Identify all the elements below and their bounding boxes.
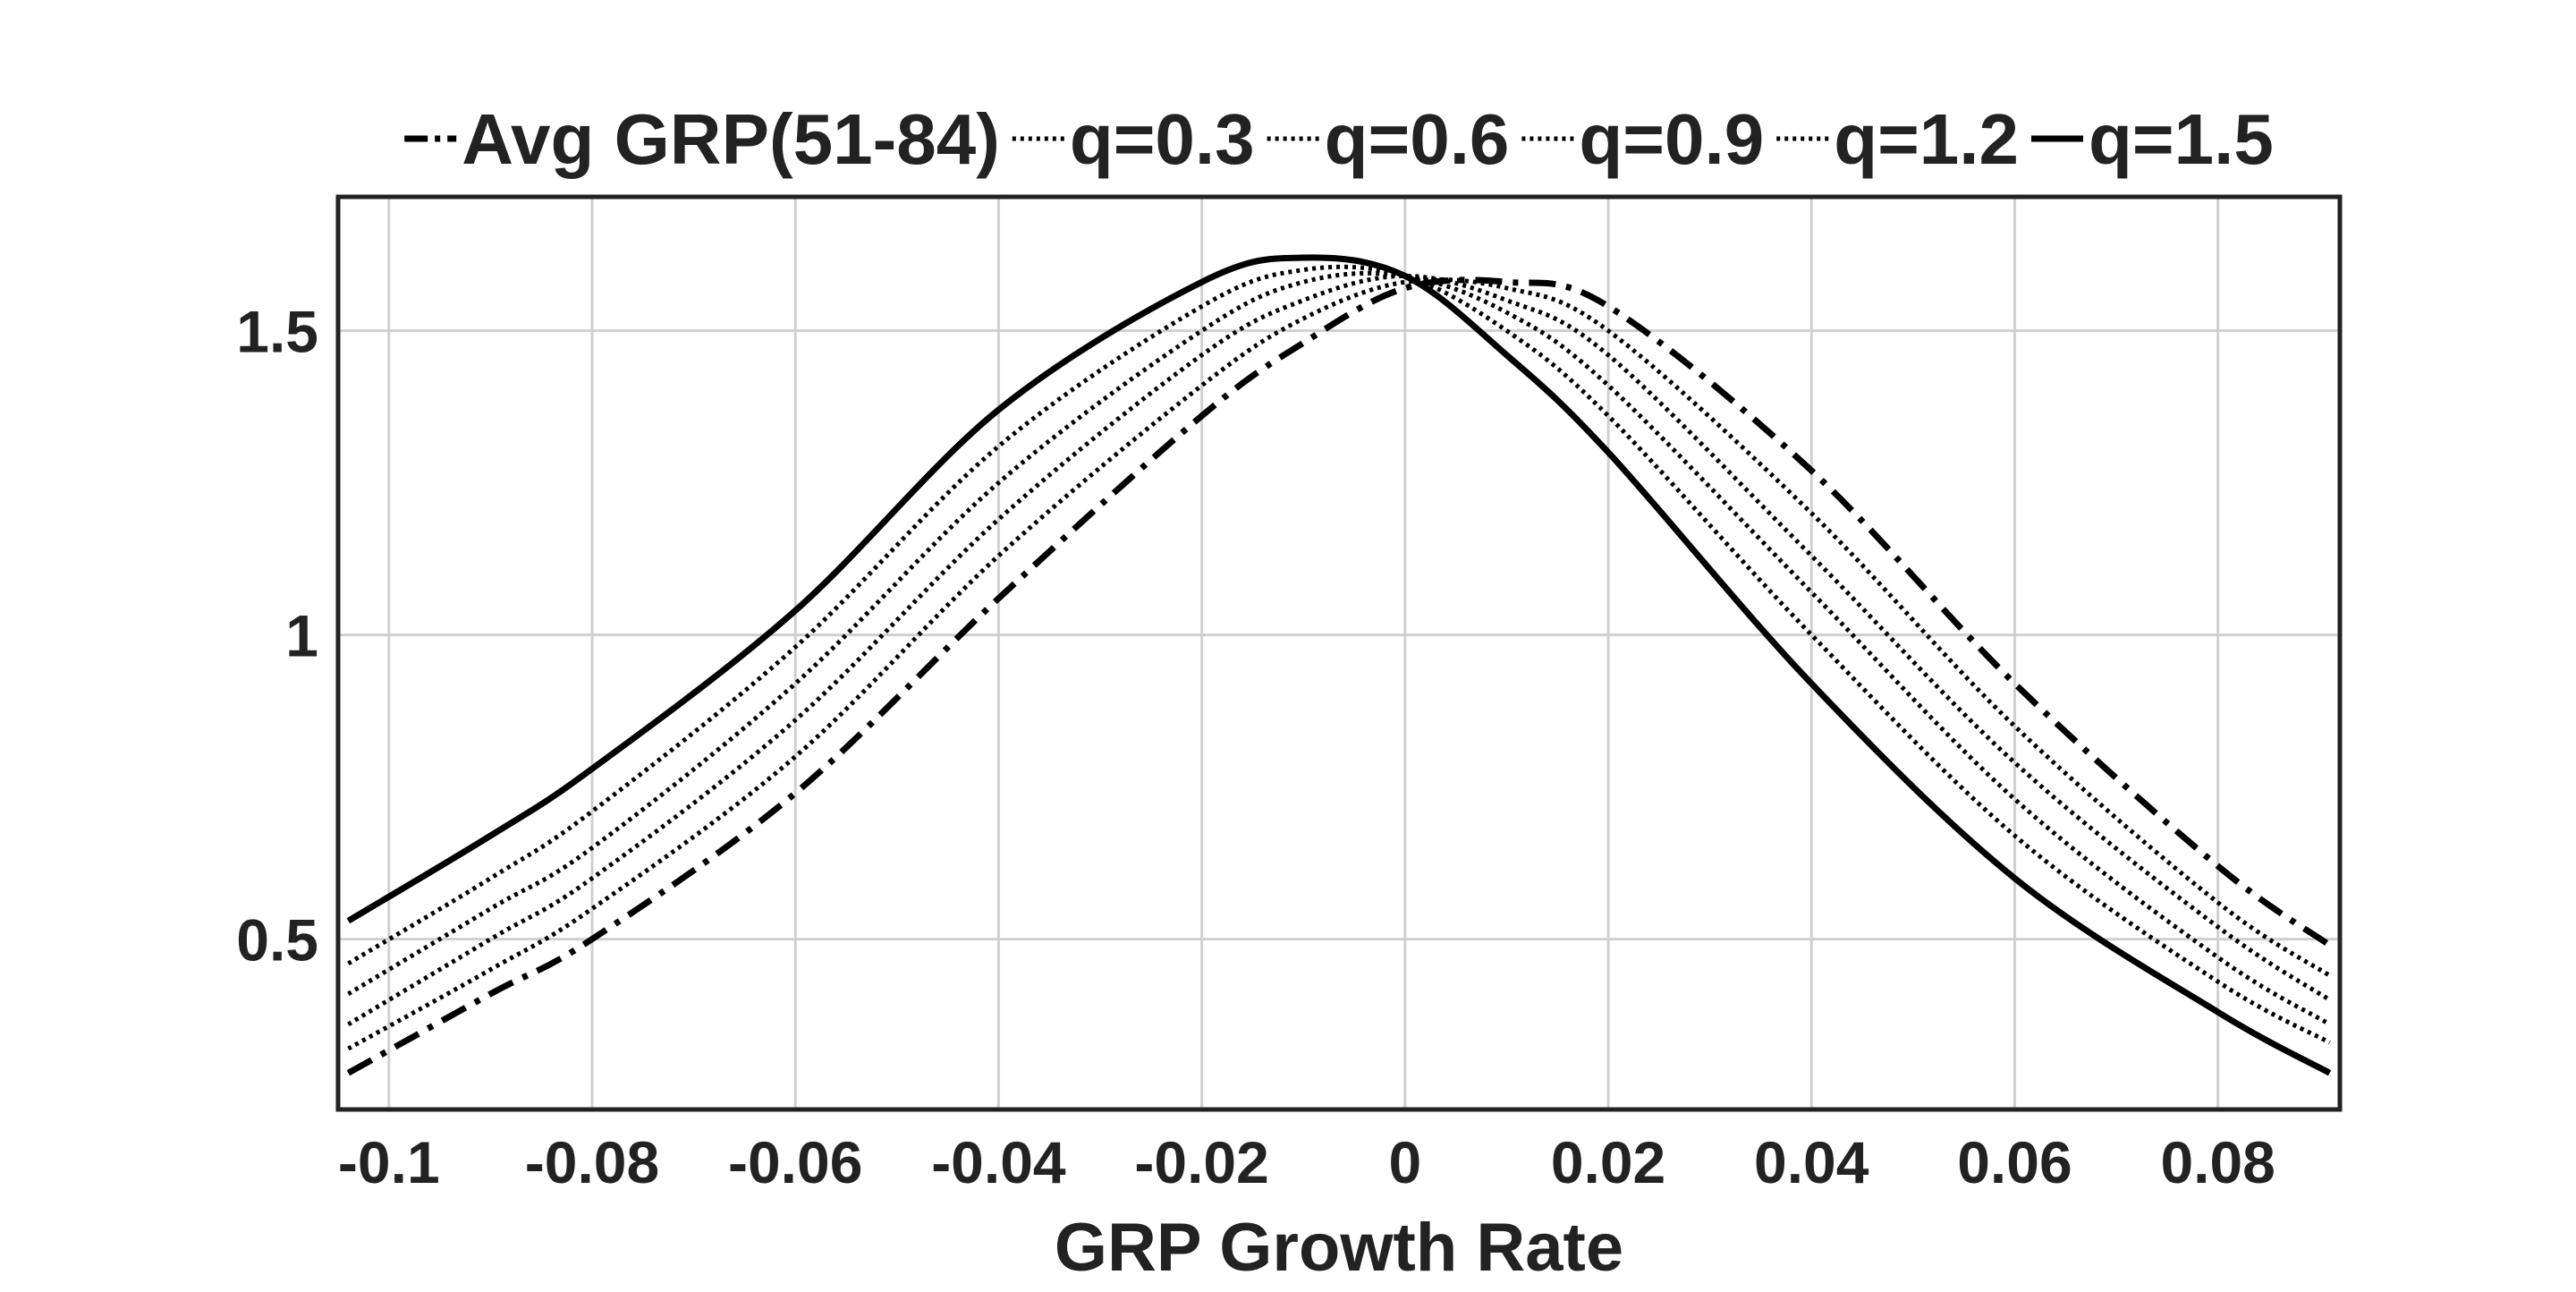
y-tick-label: 1.5 <box>236 299 318 365</box>
x-tick-label: -0.04 <box>931 1129 1066 1195</box>
legend-label: q=0.6 <box>1325 99 1510 179</box>
plot-frame <box>335 194 2343 1112</box>
x-tick-label: -0.1 <box>338 1129 440 1195</box>
x-tick-label: 0.06 <box>1957 1129 2072 1195</box>
legend-label: q=1.5 <box>2089 99 2274 179</box>
x-tick-label: -0.02 <box>1134 1129 1268 1195</box>
y-axis-ticks: 0.5 1 1.5 <box>236 299 318 973</box>
x-tick-label: 0 <box>1388 1129 1421 1195</box>
series-line-2 <box>347 273 2331 1026</box>
x-tick-label: 0.08 <box>2160 1129 2275 1195</box>
series-line-5 <box>346 254 2332 1076</box>
legend: Avg GRP(51-84) q=0.3 q=0.6 q=0.9 q=1.2 q=1.5 <box>404 99 2274 179</box>
series-line-3 <box>347 270 2331 1026</box>
legend-label: q=0.3 <box>1070 99 1255 179</box>
series-group <box>346 254 2332 1076</box>
x-tick-label: 0.04 <box>1754 1129 1869 1195</box>
legend-label: q=1.2 <box>1834 99 2019 179</box>
x-axis-title: GRP Growth Rate <box>1055 1210 1623 1286</box>
series-line-0 <box>346 276 2332 1076</box>
x-tick-label: 0.02 <box>1551 1129 1665 1195</box>
y-tick-label: 0.5 <box>236 907 318 973</box>
x-tick-label: -0.08 <box>525 1129 659 1195</box>
y-tick-label: 1 <box>285 603 318 669</box>
x-axis-ticks: -0.1 -0.08 -0.06 -0.04 -0.02 0 0.02 0.04 0.06 0.0… <box>338 1129 2275 1195</box>
legend-label: q=0.9 <box>1579 99 1764 179</box>
legend-label: Avg GRP(51-84) <box>462 99 1000 179</box>
grid <box>338 197 2340 1109</box>
series-line-4 <box>347 264 2331 1045</box>
x-tick-label: -0.06 <box>728 1129 862 1195</box>
series-line-1 <box>347 276 2331 1051</box>
